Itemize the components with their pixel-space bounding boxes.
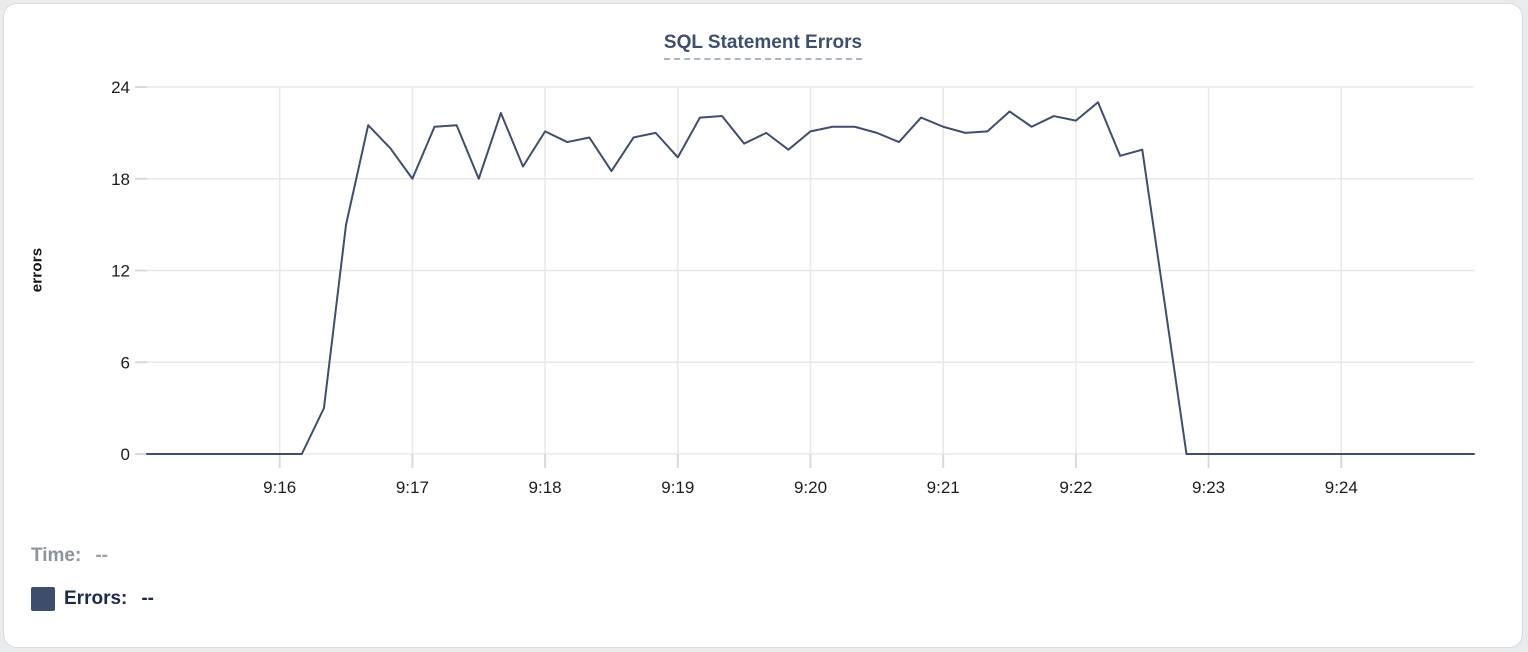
- legend-errors-label: Errors:: [64, 588, 128, 609]
- errors-series-line[interactable]: [146, 101, 1475, 455]
- legend-time-label: Time:: [31, 545, 82, 566]
- chart-title[interactable]: SQL Statement Errors: [663, 32, 863, 60]
- legend-time-row: Time: --: [31, 545, 154, 567]
- legend-errors-row: Errors: --: [31, 587, 154, 611]
- x-tick-label: 9:20: [794, 478, 827, 497]
- legend-time-value: --: [95, 545, 108, 566]
- x-tick-label: 9:17: [396, 478, 429, 497]
- y-tick-label: 0: [121, 445, 130, 464]
- x-tick-label: 9:16: [263, 478, 296, 497]
- legend-errors-value: --: [141, 588, 155, 609]
- x-tick-label: 9:23: [1192, 478, 1225, 497]
- errors-series-swatch-icon: [31, 587, 55, 611]
- y-tick-label: 6: [121, 353, 130, 372]
- y-tick-label: 18: [111, 170, 130, 189]
- x-tick-label: 9:22: [1059, 478, 1092, 497]
- y-tick-label: 24: [111, 78, 130, 97]
- x-tick-label: 9:18: [529, 478, 562, 497]
- x-tick-label: 9:21: [927, 478, 960, 497]
- x-tick-label: 9:24: [1325, 478, 1358, 497]
- y-axis-title: errors: [28, 247, 46, 293]
- chart-header: SQL Statement Errors: [4, 32, 1522, 60]
- y-tick-label: 12: [111, 262, 130, 281]
- x-tick-label: 9:19: [661, 478, 694, 497]
- errors-line-chart[interactable]: 0 6 12 18 24 9:16 9:17 9:18 9:19 9:20 9:21 9:22 9:23…: [4, 4, 1523, 648]
- chart-legend: Time: -- Errors: --: [31, 545, 154, 611]
- chart-card: SQL Statement Errors 0 6 12 18 24 9:16 9:17 9:1…: [3, 3, 1523, 648]
